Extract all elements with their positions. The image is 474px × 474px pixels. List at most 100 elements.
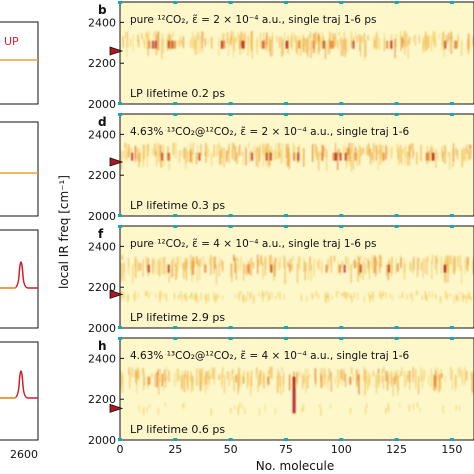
heat-streak (463, 147, 465, 163)
heat-streak (249, 151, 251, 163)
heat-streak (172, 147, 174, 154)
heat-streak (262, 294, 264, 302)
panel-frame (119, 225, 474, 329)
heat-streak (407, 39, 409, 59)
heat-streak (298, 144, 301, 162)
heat-streak (459, 255, 461, 271)
heat-streak (420, 375, 422, 382)
heat-streak (282, 376, 284, 393)
heat-streak (465, 149, 467, 162)
heat-streak (302, 33, 304, 45)
heat-streak (342, 370, 344, 386)
x-tick-top (394, 337, 399, 340)
heat-streak (357, 255, 359, 268)
heat-streak (458, 405, 461, 411)
heat-streak (341, 292, 343, 297)
heat-streak (299, 256, 301, 271)
heat-streak (178, 294, 180, 300)
heat-streak (237, 146, 240, 159)
heat-streak (190, 372, 193, 393)
heat-streak (302, 403, 304, 412)
heat-streak (196, 295, 198, 302)
heat-streak (267, 142, 269, 151)
heat-streak (374, 257, 376, 271)
heat-streak (177, 259, 179, 272)
heat-streak (409, 261, 411, 271)
heat-streak (180, 291, 182, 297)
heat-streak (239, 40, 241, 55)
heat-streak (172, 31, 174, 37)
heat-streak (255, 372, 258, 379)
heat-streak (155, 30, 157, 47)
heat-streak (444, 263, 446, 283)
y-axis-label: local IR freq [cm⁻¹] (57, 175, 71, 289)
heat-streak (161, 257, 163, 275)
heat-dip (325, 264, 328, 273)
heat-streak (329, 370, 332, 379)
heat-streak (420, 261, 423, 271)
heat-streak (374, 39, 376, 47)
x-axis-label: No. molecule (256, 459, 334, 473)
heat-streak (371, 255, 373, 269)
heat-streak (324, 373, 326, 385)
heat-streak (258, 374, 260, 387)
heat-streak (274, 264, 276, 277)
heat-streak (328, 368, 330, 382)
heat-streak (155, 150, 157, 157)
heat-streak (207, 145, 209, 157)
heat-streak (264, 147, 266, 161)
heat-streak (239, 368, 241, 386)
heat-streak (408, 404, 410, 412)
heat-streak (200, 144, 202, 157)
y-tick-label: 2400 (88, 16, 116, 29)
heat-streak (181, 294, 183, 302)
heat-streak (327, 375, 329, 389)
heat-streak (351, 367, 353, 375)
heat-streak (207, 371, 209, 379)
heat-streak (139, 152, 141, 163)
heat-streak (457, 39, 459, 48)
heat-dip (334, 152, 338, 161)
heat-streak (190, 37, 192, 48)
heat-streak (215, 264, 218, 285)
heat-streak (259, 32, 262, 48)
heat-streak (210, 373, 212, 379)
heat-streak (357, 149, 359, 167)
heat-streak (368, 144, 370, 155)
heat-dip (349, 376, 352, 385)
heat-streak (207, 148, 210, 158)
plot-background (120, 114, 474, 216)
heat-streak (190, 143, 192, 152)
heat-streak (129, 369, 131, 383)
heat-streak (121, 263, 123, 279)
heat-streak (429, 152, 431, 162)
heat-streak (337, 368, 339, 389)
x-tick-bottom (173, 438, 178, 441)
heat-streak (401, 36, 403, 48)
heat-streak (201, 369, 203, 384)
heat-streak (467, 39, 469, 50)
y-tick-label: 2400 (88, 240, 116, 253)
heat-streak (324, 292, 326, 299)
heat-streak (280, 149, 282, 164)
heat-streak (397, 262, 399, 272)
heat-streak (142, 368, 144, 375)
heat-dip (321, 152, 324, 161)
heat-streak (264, 404, 266, 411)
heat-streak (123, 150, 125, 159)
heat-streak (207, 38, 210, 45)
heat-streak (228, 38, 230, 56)
heat-streak (205, 373, 207, 379)
heat-streak (183, 294, 185, 299)
heat-streak (250, 257, 252, 276)
heat-streak (369, 374, 371, 385)
heat-streak (455, 294, 458, 300)
heat-streak (214, 295, 216, 303)
heat-streak (377, 35, 379, 49)
x-tick-bottom (228, 326, 233, 329)
heat-streak (320, 368, 322, 388)
heat-dip (220, 40, 224, 49)
heat-streak (147, 376, 149, 388)
heat-streak (234, 146, 236, 162)
heat-streak (404, 145, 406, 165)
